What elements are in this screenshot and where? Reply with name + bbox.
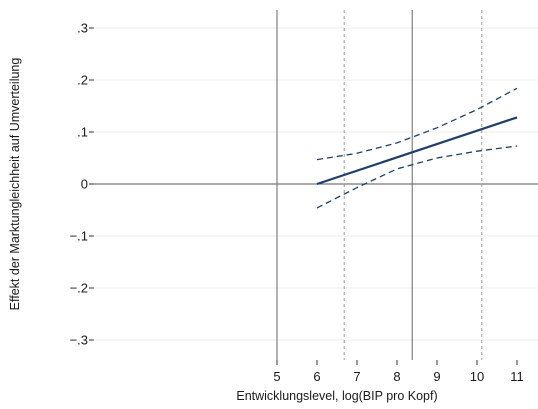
series-lines	[316, 87, 518, 209]
y-tick-label: .1	[77, 125, 88, 140]
y-tick-label: −.2	[70, 281, 88, 296]
y-axis: .3 .2 .1 0 −.1 −.2 −.3	[70, 21, 94, 348]
reference-lines	[89, 10, 538, 360]
y-axis-title: Effekt der Marktungleichheit auf Umverte…	[8, 58, 22, 311]
x-tick-label: 11	[510, 369, 524, 384]
gridlines	[89, 27, 538, 341]
x-tick-label: 7	[353, 369, 360, 384]
y-tick-label: .3	[77, 21, 88, 36]
x-axis-title: Entwicklungslevel, log(BIP pro Kopf)	[236, 389, 437, 403]
y-tick-label: 0	[81, 177, 88, 192]
x-tick-label: 6	[313, 369, 320, 384]
x-axis: 5 6 7 8 9 10 11	[273, 360, 524, 384]
x-tick-label: 10	[470, 369, 484, 384]
x-tick-label: 5	[273, 369, 280, 384]
y-tick-label: −.1	[70, 229, 88, 244]
upper-ci-line	[316, 87, 518, 161]
y-tick-label: −.3	[70, 333, 88, 348]
x-tick-label: 8	[393, 369, 400, 384]
effect-line	[316, 116, 518, 186]
y-tick-label: .2	[77, 73, 88, 88]
x-tick-label: 9	[433, 369, 440, 384]
